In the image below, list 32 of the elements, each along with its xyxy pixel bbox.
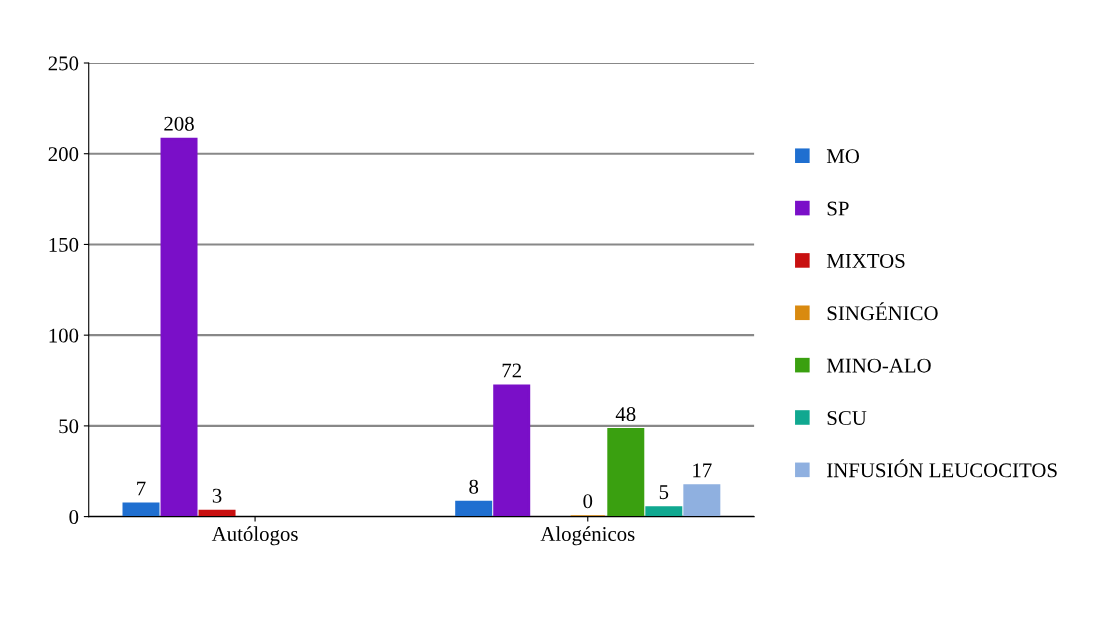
y-tick-label: 0 — [69, 509, 79, 525]
bar — [160, 137, 198, 517]
data-label: 0 — [583, 494, 593, 509]
y-tick-label: 150 — [49, 237, 79, 252]
legend-label: SINGÉNICO — [827, 302, 938, 321]
data-label: 208 — [164, 116, 194, 131]
data-label: 72 — [502, 363, 521, 378]
data-label: 3 — [212, 488, 222, 503]
bar — [493, 384, 531, 517]
data-label: 8 — [469, 479, 479, 494]
bar — [455, 500, 493, 517]
bar — [198, 509, 236, 517]
bar — [645, 506, 683, 517]
y-tick-label: 100 — [49, 328, 79, 343]
legend-label: MIXTOS — [826, 253, 905, 268]
y-tick-label: 200 — [48, 147, 79, 162]
data-label: 17 — [693, 463, 712, 478]
legend-label: SCU — [827, 410, 867, 425]
x-tick-label: Alogénicos — [540, 526, 635, 546]
y-tick-label: 250 — [48, 56, 79, 71]
y-tick-label: 50 — [59, 419, 79, 434]
bar — [683, 484, 721, 517]
legend-label: INFUSIÓN LEUCOCITOS — [827, 459, 1057, 478]
x-tick-label: Autólogos — [211, 526, 298, 546]
data-label: 7 — [137, 481, 146, 496]
legend-label: MINO-ALO — [826, 358, 931, 373]
data-label: 5 — [659, 485, 669, 500]
bar — [607, 428, 645, 517]
legend-label: MO — [826, 149, 860, 164]
data-label: 48 — [615, 407, 636, 422]
bar — [122, 502, 160, 517]
legend-label: SP — [827, 201, 849, 216]
